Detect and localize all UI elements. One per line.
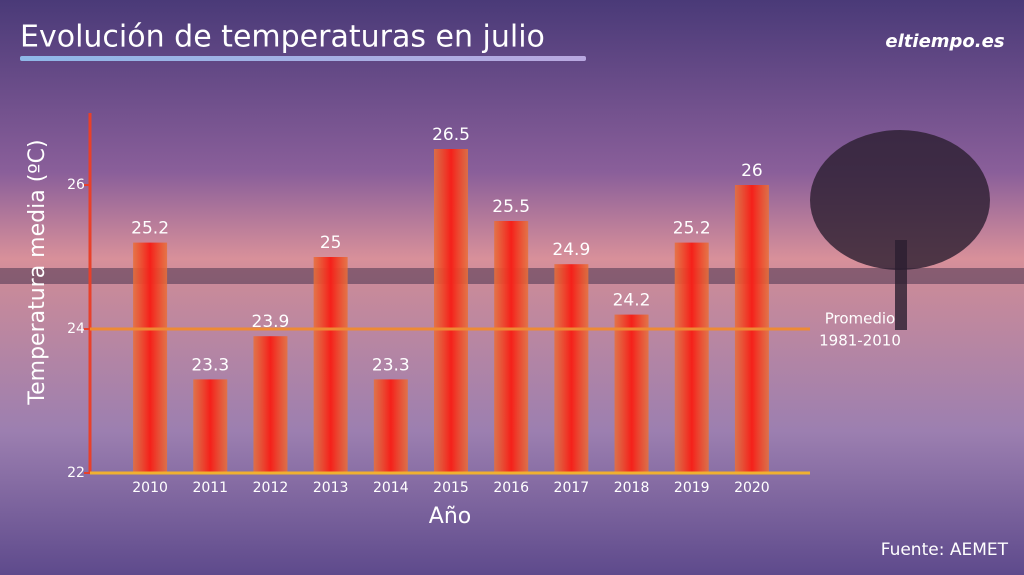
value-label: 25 bbox=[320, 233, 342, 253]
source: Fuente: AEMET bbox=[881, 540, 1009, 560]
x-tick-label: 2012 bbox=[253, 480, 289, 496]
bar bbox=[434, 149, 468, 473]
y-tick-label: 26 bbox=[67, 177, 85, 193]
y-tick-label: 22 bbox=[67, 465, 85, 481]
reference-label: 1981-2010 bbox=[819, 332, 901, 350]
y-axis-label: Temperatura media (ºC) bbox=[25, 139, 50, 405]
x-axis-label: Año bbox=[429, 504, 471, 529]
x-tick-label: 2016 bbox=[493, 480, 529, 496]
bar bbox=[133, 242, 168, 473]
y-tick-label: 24 bbox=[67, 321, 85, 337]
x-tick-label: 2017 bbox=[554, 480, 590, 496]
value-label: 26 bbox=[741, 161, 763, 181]
bar bbox=[253, 336, 288, 473]
value-label: 25.2 bbox=[673, 219, 711, 239]
value-label: 23.3 bbox=[191, 355, 229, 375]
bar bbox=[614, 314, 649, 473]
bar bbox=[674, 242, 709, 473]
bar bbox=[193, 379, 228, 473]
bar bbox=[554, 264, 589, 473]
value-label: 23.9 bbox=[252, 312, 290, 332]
title-underline bbox=[20, 56, 586, 61]
value-label: 25.2 bbox=[131, 219, 169, 239]
bar bbox=[373, 379, 408, 473]
value-label: 24.9 bbox=[552, 240, 590, 260]
tree bbox=[810, 130, 990, 270]
x-tick-label: 2013 bbox=[313, 480, 349, 496]
value-label: 23.3 bbox=[372, 355, 410, 375]
value-label: 24.2 bbox=[613, 291, 651, 311]
x-tick-label: 2020 bbox=[734, 480, 770, 496]
reference-label: Promedio bbox=[825, 310, 896, 328]
x-tick-label: 2019 bbox=[674, 480, 710, 496]
x-tick-label: 2014 bbox=[373, 480, 409, 496]
logo: eltiempo.es bbox=[885, 31, 1004, 52]
x-tick-label: 2015 bbox=[433, 480, 469, 496]
value-label: 25.5 bbox=[492, 197, 530, 217]
bar bbox=[494, 221, 529, 473]
chart-title: Evolución de temperaturas en julio bbox=[20, 20, 545, 55]
tree-trunk bbox=[895, 240, 907, 330]
bar bbox=[313, 257, 348, 473]
x-tick-label: 2010 bbox=[132, 480, 168, 496]
x-tick-label: 2018 bbox=[614, 480, 650, 496]
x-tick-label: 2011 bbox=[192, 480, 228, 496]
value-label: 26.5 bbox=[432, 125, 470, 145]
